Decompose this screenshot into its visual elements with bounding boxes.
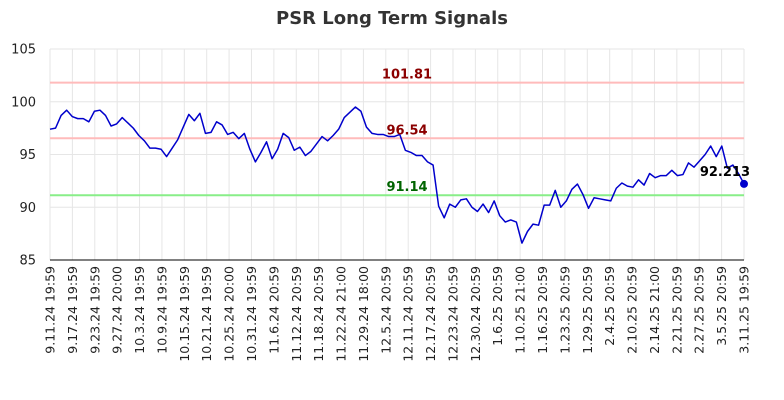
x-tick-label: 12.5.24 20:59 (378, 266, 393, 354)
x-tick-label: 2.10.25 20:59 (625, 266, 640, 354)
x-tick-label: 1.29.25 20:59 (580, 266, 595, 354)
signal-line-label: 96.54 (386, 123, 427, 138)
x-tick-label: 2.4.25 20:59 (602, 266, 617, 346)
chart-title: PSR Long Term Signals (276, 8, 508, 29)
x-tick-label: 2.14.25 21:00 (647, 266, 662, 354)
annotations: 92.213 101.81 96.54 91.14 (382, 68, 750, 196)
x-tick-label: 11.29.24 18:00 (356, 266, 371, 362)
x-tick-label: 10.15.24 19:59 (177, 266, 192, 362)
price-series-line (49, 106, 745, 244)
x-tick-labels: 9.11.24 19:59 9.17.24 19:59 9.23.24 19:59 9… (43, 266, 752, 362)
grid (49, 48, 745, 261)
y-tick-label: 90 (19, 201, 36, 216)
x-tick-label: 11.12.24 20:59 (289, 266, 304, 362)
x-tick-label: 2.21.25 20:59 (669, 266, 684, 354)
y-tick-label: 100 (11, 95, 36, 110)
x-tick-label: 11.18.24 20:59 (311, 266, 326, 362)
y-tick-label: 95 (19, 148, 36, 163)
x-tick-label: 3.5.25 20:59 (714, 266, 729, 346)
signal-line-label: 101.81 (382, 68, 432, 83)
x-tick-label: 1.6.25 20:59 (490, 266, 505, 346)
x-tick-label: 1.23.25 20:59 (557, 266, 572, 354)
x-tick-label: 11.22.24 21:00 (334, 266, 349, 362)
x-tick-label: 9.11.24 19:59 (43, 266, 58, 354)
x-tick-label: 1.10.25 21:00 (513, 266, 528, 354)
signal-line-label: 91.14 (386, 180, 427, 195)
series (49, 106, 748, 244)
x-tick-label: 3.11.25 19:59 (737, 266, 752, 354)
y-tick-label: 85 (19, 254, 36, 269)
x-tick-label: 10.31.24 19:59 (244, 266, 259, 362)
x-tick-label: 12.17.24 20:59 (423, 266, 438, 362)
x-tick-label: 12.30.24 20:59 (468, 266, 483, 362)
x-tick-label: 2.27.25 20:59 (692, 266, 707, 354)
y-tick-labels: 85 90 95 100 105 (11, 43, 36, 269)
x-tick-label: 12.11.24 20:59 (401, 266, 416, 362)
y-tick-label: 105 (11, 43, 36, 58)
x-tick-label: 1.16.25 20:59 (535, 266, 550, 354)
x-tick-label: 12.23.24 20:59 (445, 266, 460, 362)
x-tick-label: 10.3.24 19:59 (132, 266, 147, 354)
x-tick-label: 9.17.24 19:59 (65, 266, 80, 354)
x-tick-label: 10.21.24 19:59 (199, 266, 214, 362)
x-tick-label: 9.23.24 19:59 (87, 266, 102, 354)
last-value-label: 92.213 (700, 165, 750, 180)
last-point-marker (740, 179, 748, 188)
x-tick-label: 10.9.24 19:59 (154, 266, 169, 354)
x-tick-label: 9.27.24 20:00 (110, 266, 125, 354)
signal-lines (50, 81, 744, 197)
x-tick-label: 11.6.24 20:59 (266, 266, 281, 354)
x-tick-label: 10.25.24 20:00 (222, 266, 237, 362)
